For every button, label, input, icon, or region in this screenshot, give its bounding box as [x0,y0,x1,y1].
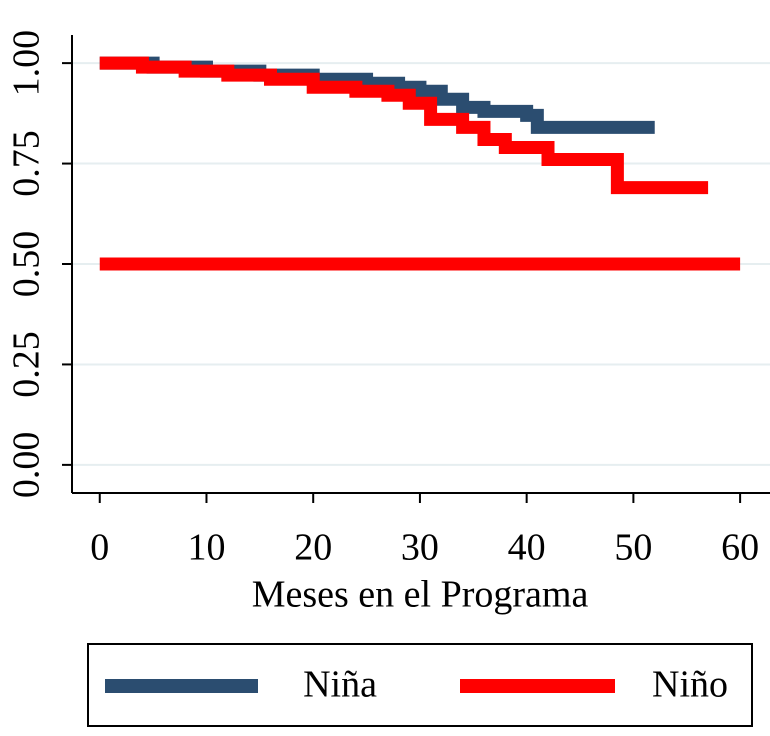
survival-line [99,56,709,195]
legend-label: Niño [652,664,728,706]
y-tick-label: 0.50 [6,231,48,298]
x-axis-label: Meses en el Programa [252,574,589,616]
x-tick-label: 50 [614,527,652,569]
x-tick-label: 10 [187,527,225,569]
x-tick-label: 0 [90,527,109,569]
x-tick-label: 30 [401,527,439,569]
y-tick-label: 1.00 [6,30,48,97]
legend-label: Niña [303,664,377,706]
legend-box [87,643,753,727]
y-tick-label: 0.25 [6,331,48,398]
y-tick-label: 0.75 [6,130,48,197]
x-tick-label: 40 [508,527,546,569]
x-tick-label: 60 [721,527,759,569]
y-tick-label: 0.00 [6,432,48,499]
x-tick-label: 20 [294,527,332,569]
